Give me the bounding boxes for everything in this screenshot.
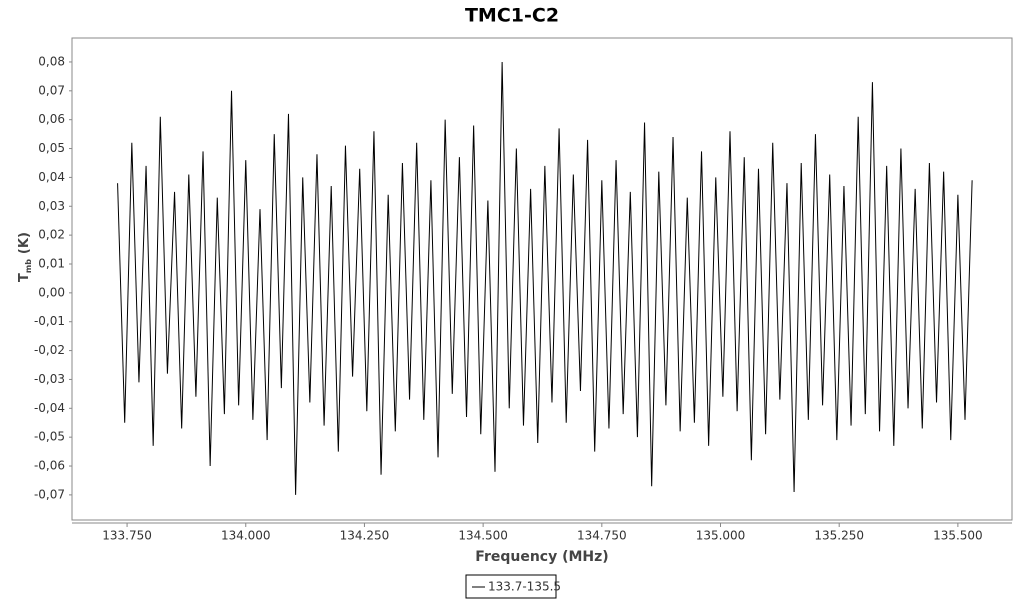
x-tick-label: 134.000 [221, 529, 271, 543]
y-label-t: T [17, 273, 32, 282]
y-tick-label: 0,00 [38, 285, 65, 299]
plot-frame [71, 37, 1013, 521]
x-tick-label: 135.000 [696, 529, 746, 543]
y-tick-label: 0,04 [38, 170, 65, 184]
y-tick-label: 0,02 [38, 228, 65, 242]
y-label-main: Tmb (K) [17, 232, 33, 282]
y-tick-label: -0,05 [34, 430, 65, 444]
x-tick-label: 135.250 [814, 529, 864, 543]
y-axis-label: Tmb (K) [17, 232, 33, 282]
x-tick-label: 133.750 [102, 529, 152, 543]
spectrum-line [117, 61, 973, 495]
y-tick-label: 0,06 [38, 112, 65, 126]
y-label-sub: mb [24, 259, 33, 273]
x-tick-label: 134.750 [577, 529, 627, 543]
y-tick-label: 0,01 [38, 256, 65, 270]
chart-title: TMC1-C2 [465, 5, 559, 27]
y-tick-label: -0,04 [34, 401, 65, 415]
y-tick-label: 0,08 [38, 54, 65, 68]
y-tick-label: -0,01 [34, 314, 65, 328]
y-tick-label: 0,03 [38, 199, 65, 213]
x-tick-label: 134.250 [340, 529, 390, 543]
y-tick-label: 0,07 [38, 83, 65, 97]
y-tick-label: -0,07 [34, 487, 65, 501]
x-axis-label: Frequency (MHz) [475, 549, 608, 565]
y-tick-label: -0,03 [34, 372, 65, 386]
y-tick-label: 0,05 [38, 141, 65, 155]
y-tick-label: -0,02 [34, 343, 65, 357]
x-tick-label: 135.500 [933, 529, 983, 543]
y-tick-label: -0,06 [34, 459, 65, 473]
y-label-unit: (K) [17, 232, 32, 254]
x-tick-label: 134.500 [458, 529, 508, 543]
legend-box [465, 574, 557, 599]
legend-label: 133.7-135.5 [488, 580, 561, 594]
